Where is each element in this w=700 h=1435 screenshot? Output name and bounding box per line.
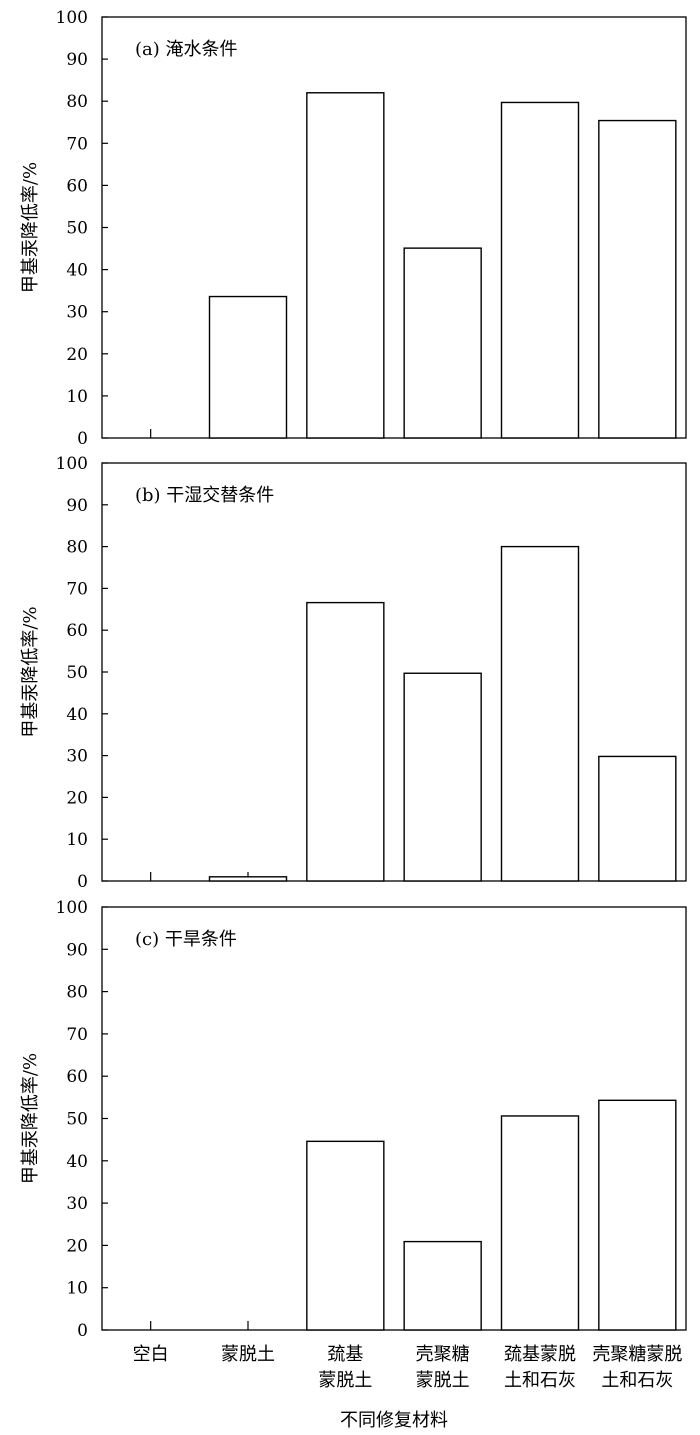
panel-c-ytick-label: 20 <box>66 1236 88 1256</box>
panel-a-ytick-label: 50 <box>66 219 88 239</box>
panel-a-ytick-label: 60 <box>66 176 88 196</box>
panel-c-ytick-label: 60 <box>66 1067 88 1087</box>
x-category-label: 蒙脱土 <box>416 1370 470 1391</box>
x-category-label: 巯基 <box>327 1344 363 1365</box>
panel-c-ytick-label: 100 <box>56 898 88 918</box>
panel-c-ytick-label: 90 <box>66 940 88 960</box>
panel-b-ytick-label: 50 <box>66 663 88 683</box>
panel-b-ytick-label: 100 <box>56 454 88 474</box>
panel-b-ytick-label: 60 <box>66 621 88 641</box>
panel-c-bar <box>500 1115 580 1331</box>
panel-c-title: (c) 干旱条件 <box>135 929 237 950</box>
panel-a-bar <box>500 101 580 439</box>
panel-c-bar <box>598 1099 677 1331</box>
panel-b-ytick-label: 40 <box>66 705 88 725</box>
panel-c-ytick-label: 40 <box>66 1152 88 1172</box>
panel-a-ytick-label: 40 <box>66 261 88 281</box>
panel-c-ytick-label: 80 <box>66 983 88 1003</box>
panel-c-ytick-label: 70 <box>66 1025 88 1045</box>
x-category-label: 土和石灰 <box>601 1370 673 1391</box>
panel-c-bar <box>306 1140 385 1331</box>
panel-b-bar <box>208 876 288 882</box>
panel-a-ytick-label: 0 <box>77 429 88 449</box>
x-category-label: 土和石灰 <box>504 1370 576 1391</box>
panel-c-ytick-label: 50 <box>66 1110 88 1130</box>
panel-b-ytick-label: 80 <box>66 538 88 558</box>
panel-b-title: (b) 干湿交替条件 <box>135 485 274 506</box>
panel-b-ytick-label: 0 <box>77 872 88 892</box>
panel-b-bar <box>403 672 482 882</box>
panel-a-ytick-label: 20 <box>66 345 88 365</box>
x-axis-title: 不同修复材料 <box>340 1410 448 1431</box>
panel-a-bar <box>306 92 385 439</box>
panel-c-ytick-label: 0 <box>77 1321 88 1341</box>
panel-b-ylabel: 甲基汞降低率/% <box>20 606 41 737</box>
panel-b-bar <box>598 755 677 882</box>
panel-a-ytick-label: 70 <box>66 134 88 154</box>
panel-b-ytick-label: 20 <box>66 788 88 808</box>
panel-b-bar <box>500 545 580 882</box>
panel-a-bar <box>403 247 482 439</box>
panel-b-ytick-label: 10 <box>66 830 88 850</box>
panel-a-ylabel: 甲基汞降低率/% <box>20 162 41 293</box>
panel-a-ytick-label: 90 <box>66 50 88 70</box>
x-category-label: 壳聚糖 <box>416 1344 470 1365</box>
panel-a-bar <box>208 295 288 439</box>
x-category-label: 蒙脱土 <box>221 1344 275 1365</box>
panel-a-title: (a) 淹水条件 <box>135 39 238 60</box>
panel-b-ytick-label: 70 <box>66 579 88 599</box>
panel-a-ytick-label: 100 <box>56 8 88 28</box>
x-category-label: 巯基蒙脱 <box>504 1344 576 1365</box>
panel-a-ytick-label: 80 <box>66 92 88 112</box>
panel-c-ytick-label: 10 <box>66 1279 88 1299</box>
panel-b-bar <box>306 601 385 882</box>
panel-c-ylabel: 甲基汞降低率/% <box>20 1053 41 1184</box>
panel-a-ytick-label: 10 <box>66 387 88 407</box>
panel-c-ytick-label: 30 <box>66 1194 88 1214</box>
panel-b-ytick-label: 30 <box>66 747 88 767</box>
panel-a-bar <box>598 119 677 439</box>
x-category-label: 壳聚糖蒙脱 <box>592 1344 682 1365</box>
panel-b-ytick-label: 90 <box>66 496 88 516</box>
x-category-label: 空白 <box>133 1344 169 1365</box>
panel-c-bar <box>403 1240 482 1331</box>
panel-a-ytick-label: 30 <box>66 303 88 323</box>
x-category-label: 蒙脱土 <box>318 1370 372 1391</box>
